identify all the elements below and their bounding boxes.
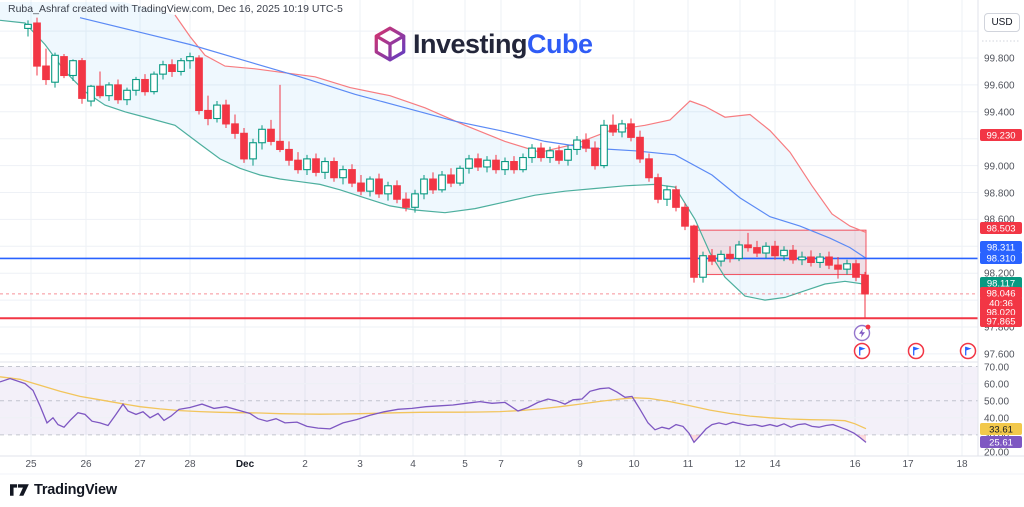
price-tick-label: 99.000 bbox=[984, 162, 1015, 173]
svg-text:97.865: 97.865 bbox=[986, 317, 1015, 328]
logo-text-investing: Investing bbox=[413, 28, 528, 59]
svg-text:99.230: 99.230 bbox=[986, 131, 1015, 142]
price-tick-label: 97.800 bbox=[984, 323, 1015, 334]
tradingview-logo[interactable]: TradingView bbox=[10, 482, 117, 498]
rsi-oversold-fill bbox=[856, 434, 866, 443]
svg-text:98.117: 98.117 bbox=[987, 279, 1015, 290]
lightning-event-icon[interactable] bbox=[853, 324, 871, 342]
axis-badge-98.117: 98.117 bbox=[980, 277, 1022, 290]
price-tick-label: 98.600 bbox=[984, 215, 1015, 226]
price-tick-label: 98.200 bbox=[984, 269, 1015, 280]
time-tick-label: 18 bbox=[956, 459, 968, 470]
economic-event-flag-icon[interactable] bbox=[959, 342, 977, 360]
investingcube-logo: Investing Cube bbox=[371, 25, 593, 63]
tradingview-mark-icon bbox=[10, 484, 29, 496]
price-tick-label: 50.00 bbox=[984, 397, 1009, 408]
tradingview-wordmark: TradingView bbox=[34, 482, 117, 498]
currency-toggle-button[interactable]: USD bbox=[984, 13, 1020, 32]
svg-text:33.61: 33.61 bbox=[989, 425, 1013, 436]
price-tick-label: 40.00 bbox=[984, 414, 1009, 425]
rsi-line bbox=[0, 377, 867, 444]
bollinger-basis-line bbox=[79, 17, 867, 259]
investingcube-cube-icon bbox=[374, 26, 406, 62]
time-tick-label: 3 bbox=[357, 459, 363, 470]
time-tick-label: 4 bbox=[410, 459, 416, 470]
time-tick-label: Dec bbox=[236, 459, 255, 470]
price-tick-label: 98.800 bbox=[984, 189, 1015, 200]
svg-text:98.310: 98.310 bbox=[986, 254, 1015, 265]
time-tick-label: 28 bbox=[184, 459, 196, 470]
time-tick-label: 14 bbox=[769, 459, 781, 470]
axis-badge-99.230: 99.230 bbox=[980, 129, 1022, 142]
time-tick-label: 12 bbox=[734, 459, 746, 470]
economic-event-flag-icon[interactable] bbox=[907, 342, 925, 360]
time-tick-label: 9 bbox=[577, 459, 583, 470]
candles-layer bbox=[24, 17, 869, 318]
bollinger-band-fill bbox=[0, 2, 866, 301]
axis-badge-33.61: 33.61 bbox=[980, 423, 1022, 436]
axis-badge-98.046: 98.046 bbox=[980, 287, 1022, 300]
logo-text-cube: Cube bbox=[527, 28, 593, 59]
economic-event-flag-icon[interactable] bbox=[853, 342, 871, 360]
price-axis[interactable]: 99.800 99.600 99.400 99.000 98.800 98.600 98.2… bbox=[977, 0, 1024, 459]
time-tick-label: 7 bbox=[498, 459, 504, 470]
horizontal-lines-layer[interactable] bbox=[0, 257, 978, 320]
time-tick-label: 5 bbox=[462, 459, 468, 470]
axis-badge-25.61: 25.61 bbox=[980, 436, 1022, 449]
time-tick-label: 27 bbox=[134, 459, 146, 470]
time-tick-label: 10 bbox=[628, 459, 640, 470]
axis-badge-97.865: 97.865 bbox=[980, 315, 1022, 328]
event-icons-layer bbox=[853, 324, 977, 360]
axis-badge-98.310: 98.310 bbox=[980, 252, 1022, 265]
price-tick-label: 60.00 bbox=[984, 380, 1009, 391]
price-tick-label: 20.00 bbox=[984, 448, 1009, 459]
time-tick-label: 25 bbox=[25, 459, 37, 470]
svg-text:98.311: 98.311 bbox=[987, 243, 1015, 254]
rsi-pane bbox=[0, 366, 978, 444]
rsi-oversold-fill bbox=[689, 434, 701, 443]
price-tick-label: 99.400 bbox=[984, 108, 1015, 119]
svg-text:98.503: 98.503 bbox=[986, 224, 1015, 235]
rsi-ma-line bbox=[0, 376, 867, 430]
attribution-text: Ruba_Ashraf created with TradingView.com… bbox=[8, 3, 343, 15]
price-tick-label: 99.600 bbox=[984, 81, 1015, 92]
time-tick-label: 2 bbox=[302, 459, 308, 470]
time-tick-label: 26 bbox=[80, 459, 92, 470]
time-tick-label: 11 bbox=[683, 459, 694, 470]
time-axis[interactable]: 25 26 27 28 Dec 2 3 4 5 7 9 10 11 12 14 16 17 18 bbox=[0, 455, 1024, 475]
time-tick-label: 17 bbox=[902, 459, 914, 470]
svg-text:98.020: 98.020 bbox=[986, 308, 1015, 319]
price-tick-label: 99.800 bbox=[984, 54, 1015, 65]
time-tick-label: 16 bbox=[849, 459, 861, 470]
axis-badge-98.503: 98.503 bbox=[980, 222, 1022, 235]
svg-text:25.61: 25.61 bbox=[989, 438, 1013, 449]
svg-text:98.046: 98.046 bbox=[986, 289, 1015, 300]
price-tick-label: 70.00 bbox=[984, 363, 1009, 374]
svg-text:40:36: 40:36 bbox=[989, 299, 1013, 310]
price-tick-label: 97.600 bbox=[984, 350, 1015, 361]
axis-badge-98.311: 98.311 bbox=[980, 241, 1022, 254]
